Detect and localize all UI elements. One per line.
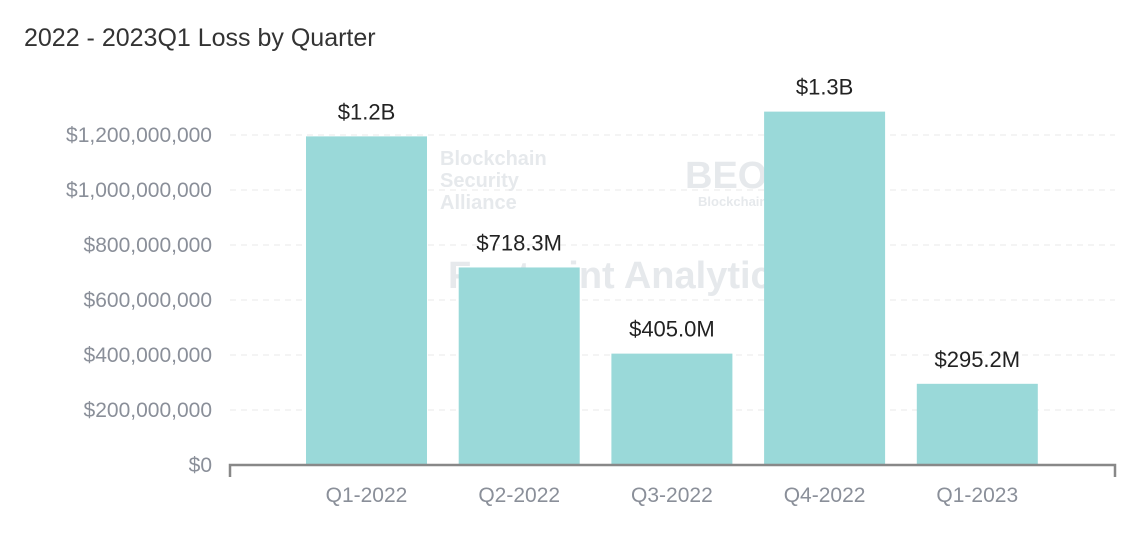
svg-text:Alliance: Alliance <box>440 192 517 214</box>
x-tick-label: Q4-2022 <box>784 484 866 507</box>
data-label: $295.2M <box>934 347 1020 372</box>
data-label: $1.2B <box>338 99 396 124</box>
y-tick-label: $1,200,000,000 <box>66 124 212 147</box>
y-tick-label: $400,000,000 <box>84 344 212 367</box>
y-tick-label: $200,000,000 <box>84 399 212 422</box>
data-label: $405.0M <box>629 317 715 342</box>
y-tick-label: $800,000,000 <box>84 234 212 257</box>
y-tick-label: $0 <box>189 454 212 477</box>
chart-title: 2022 - 2023Q1 Loss by Quarter <box>24 24 376 52</box>
data-label: $718.3M <box>476 230 562 255</box>
y-tick-label: $1,000,000,000 <box>66 179 212 202</box>
svg-text:Security: Security <box>440 170 520 192</box>
bar <box>306 136 427 465</box>
x-tick-label: Q2-2022 <box>478 484 560 507</box>
bar <box>458 267 580 465</box>
data-label: $1.3B <box>796 75 854 100</box>
x-tick-label: Q1-2022 <box>326 484 408 507</box>
y-tick-label: $600,000,000 <box>84 289 212 312</box>
bar <box>916 383 1038 465</box>
x-axis-line <box>228 463 1117 477</box>
bar <box>611 353 733 465</box>
x-tick-label: Q1-2023 <box>936 484 1018 507</box>
x-tick-label: Q3-2022 <box>631 484 713 507</box>
bar <box>764 111 886 465</box>
svg-text:Blockchain: Blockchain <box>440 148 547 170</box>
